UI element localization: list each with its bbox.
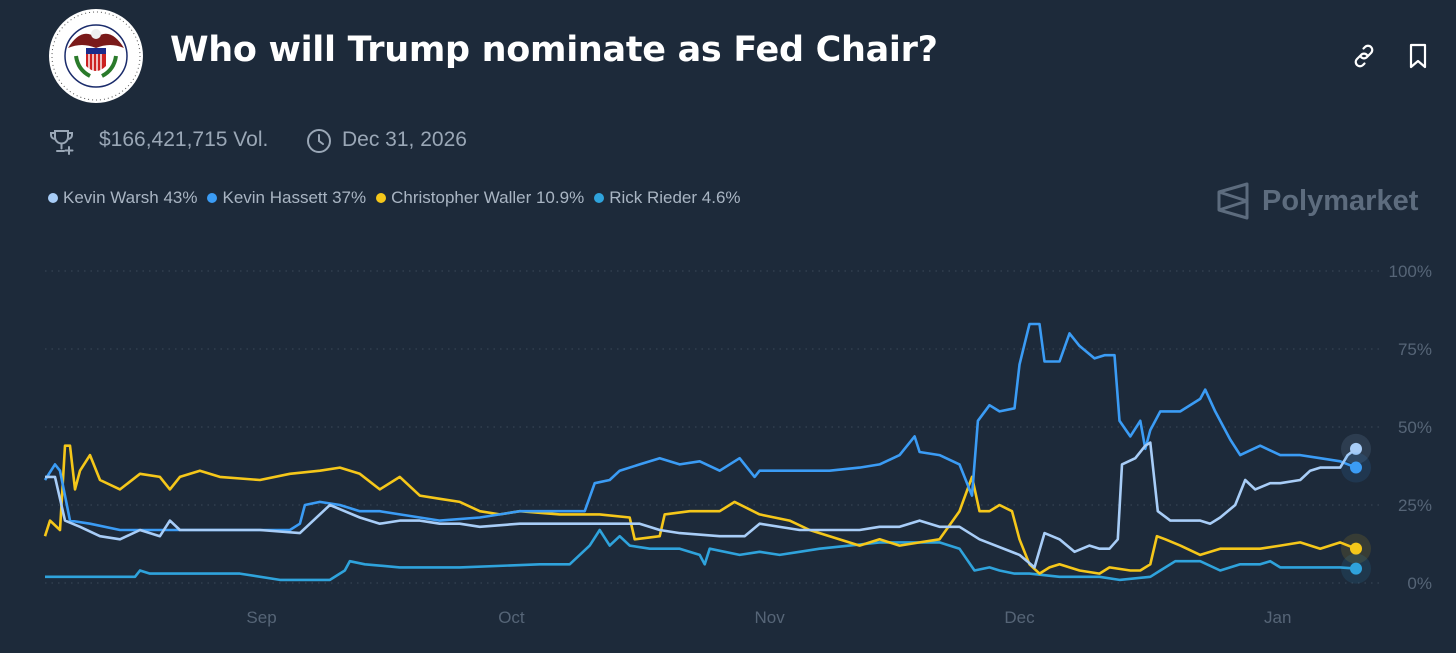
y-tick-label: 75% — [1398, 340, 1432, 359]
x-tick-label: Sep — [246, 608, 276, 627]
y-tick-label: 0% — [1407, 574, 1432, 593]
y-tick-label: 25% — [1398, 496, 1432, 515]
y-tick-label: 100% — [1389, 262, 1432, 281]
endpoint-marker — [1350, 542, 1362, 555]
bookmark-icon[interactable] — [1402, 40, 1434, 72]
legend-label: Rick Rieder 4.6% — [609, 188, 741, 207]
legend-item: Kevin Warsh 43% — [48, 188, 197, 208]
clock-icon — [306, 128, 332, 160]
link-icon[interactable] — [1348, 40, 1380, 72]
chart-legend: Kevin Warsh 43% Kevin Hassett 37% Christ… — [48, 188, 741, 208]
series-line-rick-rieder — [45, 528, 1357, 582]
legend-item: Kevin Hassett 37% — [207, 188, 366, 208]
series-line-kevin-hassett — [43, 322, 1357, 532]
series-line-christopher-waller — [43, 444, 1357, 575]
end-date-text: Dec 31, 2026 — [342, 128, 467, 151]
legend-dot — [207, 193, 218, 203]
polymarket-watermark: Polymarket — [1216, 182, 1418, 220]
page-title: Who will Trump nominate as Fed Chair? — [170, 30, 938, 70]
legend-dot — [594, 193, 605, 203]
fed-seal-logo — [48, 8, 144, 104]
legend-label: Kevin Warsh 43% — [63, 188, 198, 207]
endpoint-marker — [1350, 442, 1362, 455]
legend-item: Rick Rieder 4.6% — [594, 188, 741, 208]
volume-text: $166,421,715 Vol. — [99, 128, 269, 151]
legend-item: Christopher Waller 10.9% — [376, 188, 584, 208]
endpoint-marker — [1350, 461, 1362, 474]
x-tick-label: Nov — [755, 608, 786, 627]
polymarket-logo-icon — [1217, 182, 1249, 220]
x-tick-label: Dec — [1004, 608, 1035, 627]
legend-dot — [376, 193, 387, 203]
endpoint-marker — [1350, 562, 1362, 575]
legend-label: Kevin Hassett 37% — [222, 188, 367, 207]
x-tick-label: Jan — [1264, 608, 1291, 627]
trophy-icon — [48, 128, 76, 162]
legend-dot — [48, 193, 58, 203]
series-line-kevin-warsh — [45, 441, 1357, 569]
brand-name: Polymarket — [1262, 184, 1419, 217]
legend-label: Christopher Waller 10.9% — [391, 188, 585, 207]
y-tick-label: 50% — [1398, 418, 1432, 437]
x-tick-label: Oct — [498, 608, 525, 627]
